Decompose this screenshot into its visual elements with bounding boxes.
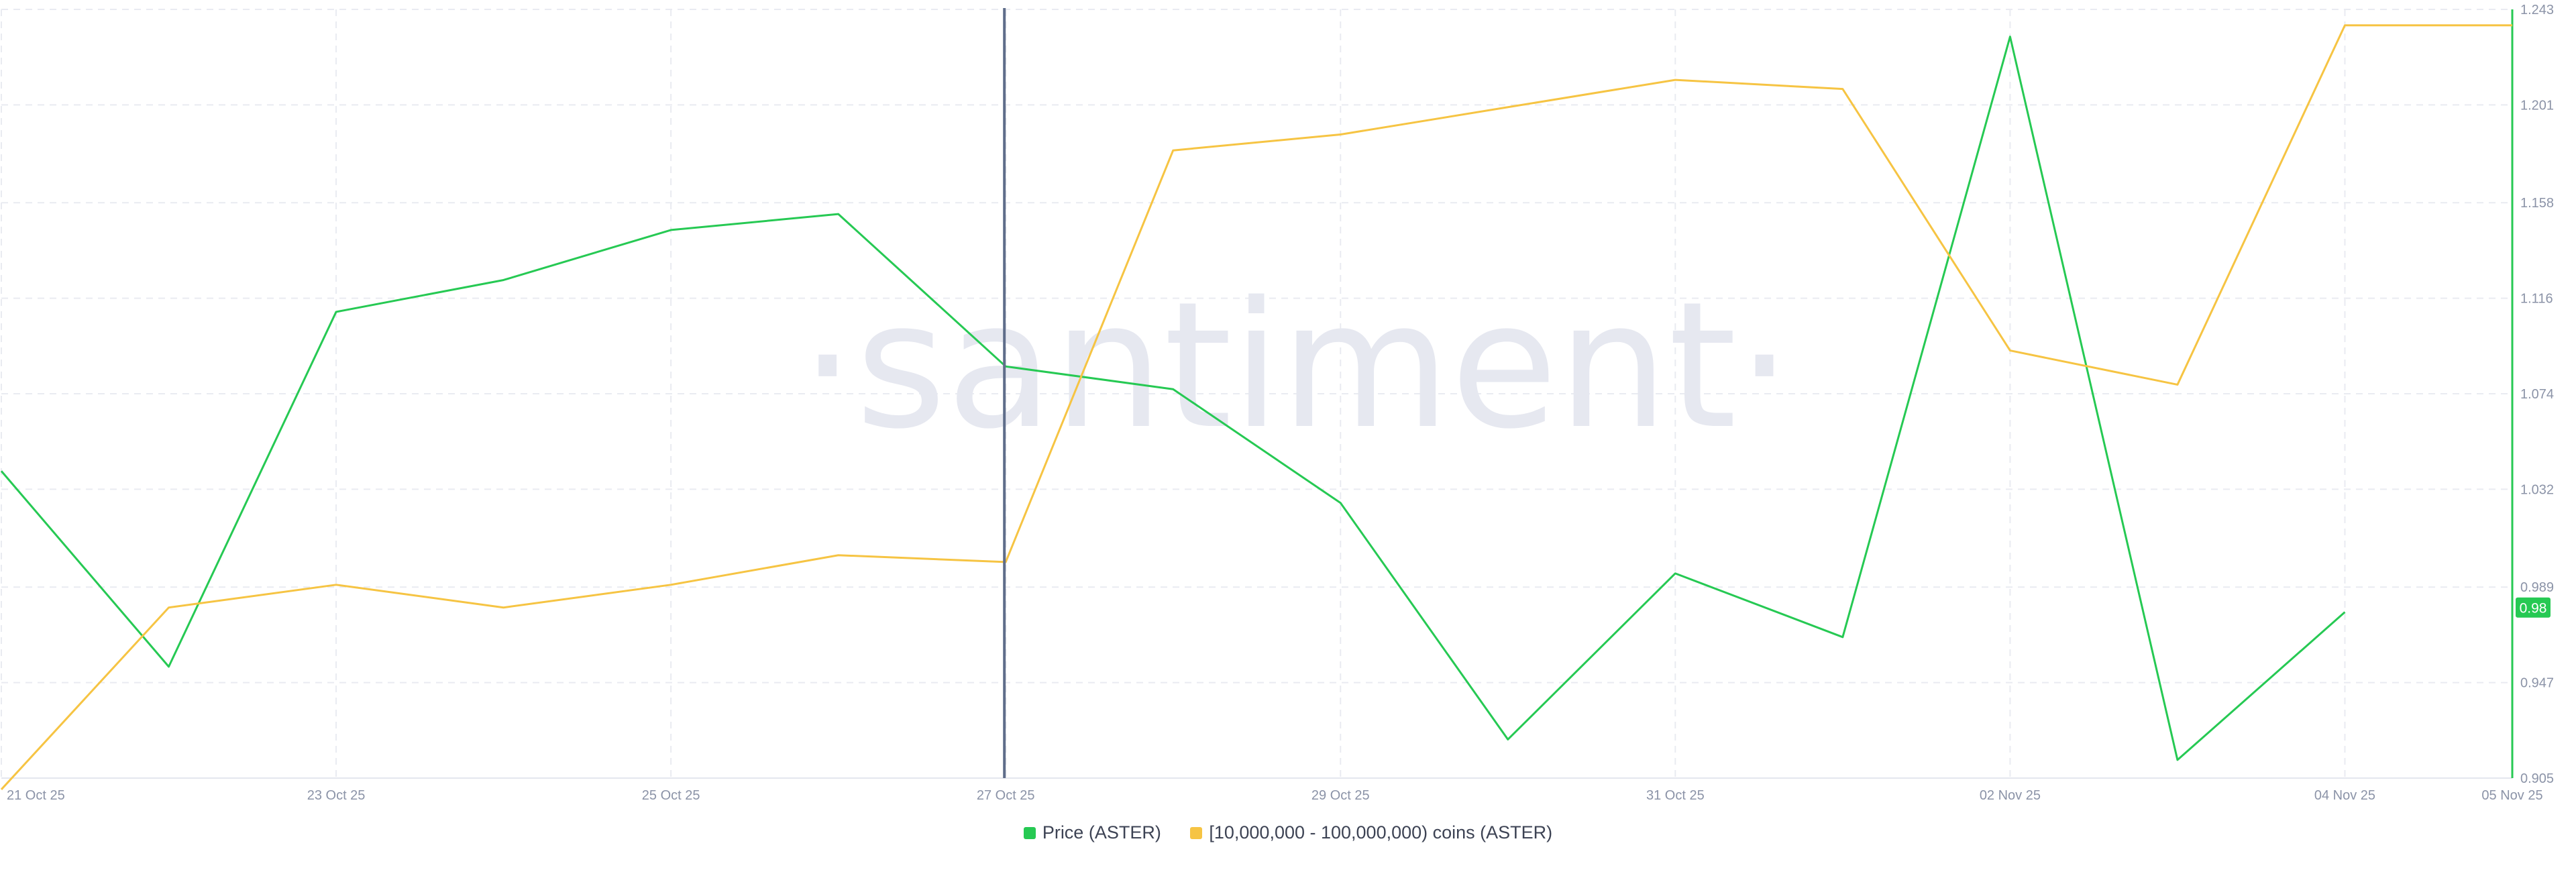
grid <box>1 9 2514 779</box>
legend-swatch-price <box>1023 826 1036 839</box>
legend-swatch-holders <box>1190 826 1203 839</box>
x-tick-label: 23 Oct 25 <box>307 788 366 803</box>
y-tick-label: 0.989 <box>2520 580 2554 595</box>
current-value-badge-bg <box>2516 597 2551 618</box>
x-tick-label: 04 Nov 25 <box>2314 788 2375 803</box>
current-value-badge-text: 0.98 <box>2520 601 2547 616</box>
legend-label-price: Price (ASTER) <box>1042 822 1161 842</box>
y-tick-label: 1.074 <box>2520 387 2554 402</box>
legend-item-holders[interactable]: [10,000,000 - 100,000,000) coins (ASTER) <box>1190 822 1552 843</box>
x-tick-label: 31 Oct 25 <box>1646 788 1705 803</box>
watermark-text: ·santiment· <box>800 265 1792 468</box>
x-tick-label: 05 Nov 25 <box>2481 788 2542 803</box>
legend-item-price[interactable]: Price (ASTER) <box>1023 822 1161 843</box>
legend: Price (ASTER) [10,000,000 - 100,000,000)… <box>0 822 2576 844</box>
x-tick-label: 02 Nov 25 <box>1980 788 2041 803</box>
y-tick-label: 0.905 <box>2520 771 2554 786</box>
y-tick-label: 1.032 <box>2520 482 2554 497</box>
y-axis-ticks: 1.243 1.201 1.158 1.116 1.074 1.032 0.989 0.947… <box>2520 3 2554 786</box>
current-value-badge: 0.98 <box>2516 597 2551 618</box>
x-tick-label: 27 Oct 25 <box>977 788 1035 803</box>
series-line-holders <box>0 24 2512 790</box>
y-tick-label: 1.158 <box>2520 196 2554 211</box>
y-tick-label: 1.116 <box>2520 292 2553 307</box>
x-axis-ticks: 21 Oct 25 23 Oct 25 25 Oct 25 27 Oct 25 29 O… <box>7 788 2543 803</box>
x-tick-label: 29 Oct 25 <box>1311 788 1370 803</box>
series-lines <box>0 24 2513 790</box>
x-tick-label: 25 Oct 25 <box>642 788 700 803</box>
y-tick-label: 0.947 <box>2520 676 2554 691</box>
legend-label-holders: [10,000,000 - 100,000,000) coins (ASTER) <box>1209 822 1553 842</box>
y-tick-label: 1.201 <box>2520 98 2554 113</box>
y-tick-label: 1.243 <box>2520 3 2554 17</box>
x-tick-label: 21 Oct 25 <box>7 788 65 803</box>
